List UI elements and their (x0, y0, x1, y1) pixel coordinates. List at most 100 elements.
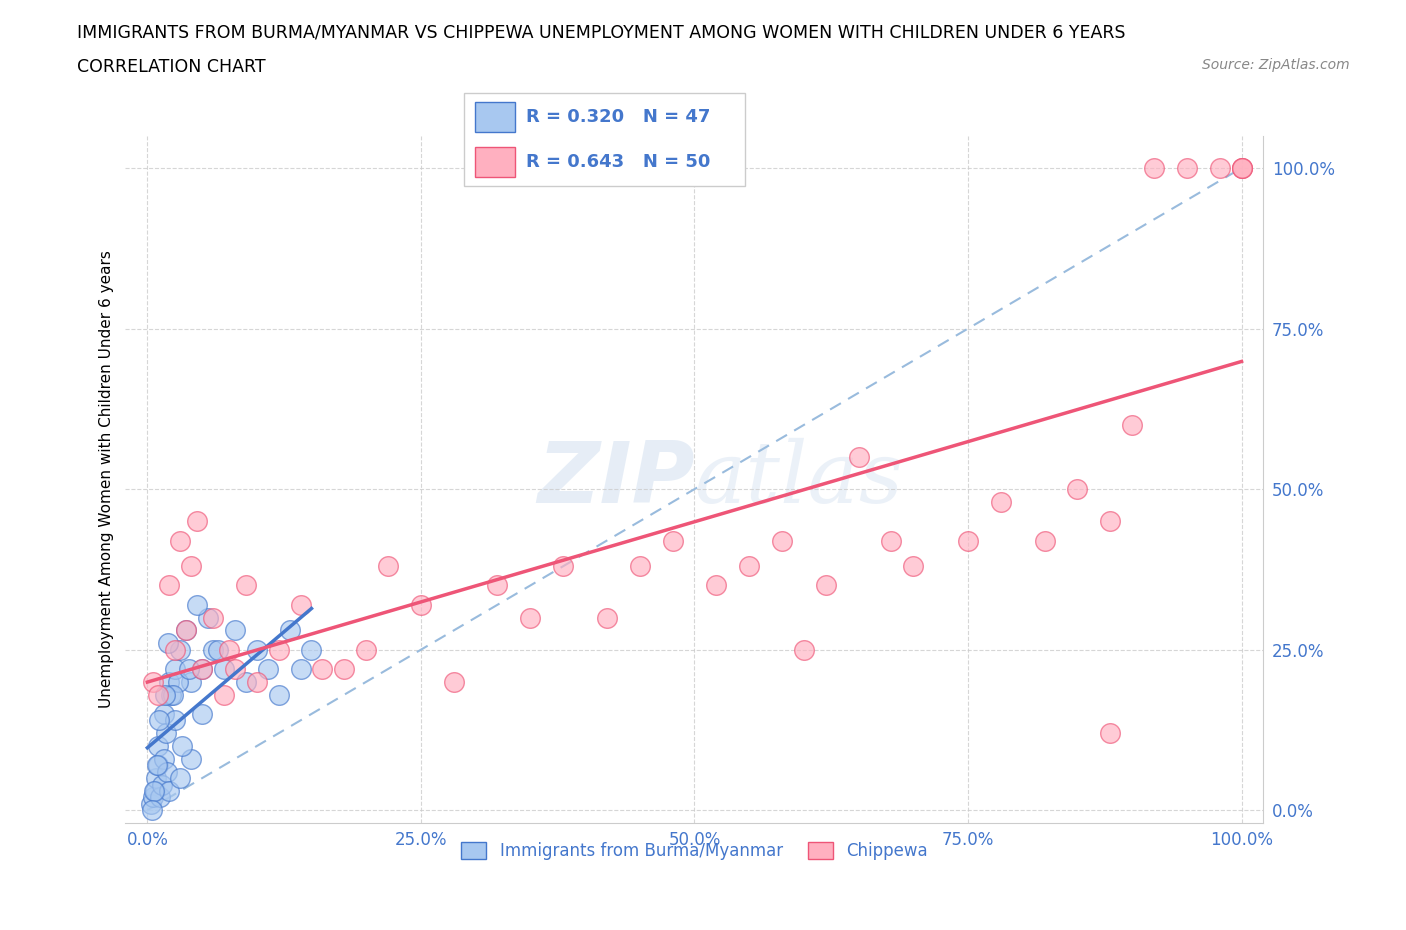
Point (1208, 161, 1230, 176)
Point (163, 643, 186, 658)
Bar (475, 147, 515, 177)
Point (191, 661, 214, 676)
Point (157, 784, 180, 799)
Point (1143, 161, 1166, 176)
Point (149, 790, 172, 804)
Point (148, 738, 170, 753)
Point (169, 643, 191, 658)
Point (956, 533, 979, 548)
Text: IMMIGRANTS FROM BURMA/MYANMAR VS CHIPPEWA UNEMPLOYMENT AMONG WOMEN WITH CHILDREN: IMMIGRANTS FROM BURMA/MYANMAR VS CHIPPEW… (77, 23, 1126, 41)
Point (212, 661, 235, 676)
Point (848, 449, 870, 464)
Point (167, 674, 190, 689)
Point (156, 764, 179, 779)
Point (180, 674, 202, 689)
Point (738, 559, 761, 574)
Point (1066, 482, 1088, 497)
Point (152, 707, 174, 722)
Point (793, 643, 815, 658)
Point (354, 643, 377, 658)
Point (486, 578, 509, 593)
Point (143, 784, 166, 799)
Point (1121, 418, 1143, 432)
Point (267, 687, 290, 702)
Point (157, 636, 180, 651)
Text: Source: ZipAtlas.com: Source: ZipAtlas.com (1202, 58, 1350, 72)
Point (235, 578, 257, 593)
Point (409, 597, 432, 612)
Point (148, 758, 170, 773)
Point (186, 513, 208, 528)
Point (160, 687, 183, 702)
Text: R = 0.643   N = 50: R = 0.643 N = 50 (526, 153, 710, 171)
Point (311, 661, 333, 676)
Point (290, 597, 312, 612)
Point (201, 610, 224, 625)
Point (197, 610, 219, 625)
Point (180, 559, 202, 574)
Point (153, 687, 176, 702)
Point (814, 578, 837, 593)
Point (142, 784, 165, 799)
Point (704, 578, 727, 593)
Point (519, 610, 541, 625)
Point (174, 623, 197, 638)
Point (172, 738, 194, 753)
Point (174, 623, 197, 638)
Point (1033, 533, 1056, 548)
Point (152, 751, 174, 766)
Point (880, 533, 903, 548)
Text: CORRELATION CHART: CORRELATION CHART (77, 58, 266, 75)
Point (1230, 161, 1253, 176)
Point (267, 643, 290, 658)
Y-axis label: Unemployment Among Women with Children Under 6 years: Unemployment Among Women with Children U… (100, 250, 114, 709)
Text: atlas: atlas (695, 438, 904, 521)
Point (246, 643, 269, 658)
Point (1230, 161, 1253, 176)
Point (990, 495, 1012, 510)
Point (191, 707, 214, 722)
Point (141, 803, 163, 817)
Point (301, 643, 323, 658)
Point (150, 777, 173, 792)
Text: R = 0.320   N = 47: R = 0.320 N = 47 (526, 108, 710, 126)
Point (157, 578, 180, 593)
Point (443, 674, 465, 689)
Point (163, 713, 186, 728)
Point (1175, 161, 1198, 176)
Point (207, 643, 229, 658)
Text: ZIP: ZIP (537, 438, 695, 521)
Point (142, 790, 165, 804)
Point (155, 725, 177, 740)
Point (770, 533, 793, 548)
Point (201, 643, 224, 658)
Point (169, 771, 191, 786)
Point (212, 687, 235, 702)
Point (903, 559, 925, 574)
Point (142, 674, 165, 689)
Point (224, 661, 246, 676)
Point (186, 597, 208, 612)
Legend: Immigrants from Burma/Myanmar, Chippewa: Immigrants from Burma/Myanmar, Chippewa (454, 835, 935, 867)
Bar (475, 102, 515, 132)
Point (1230, 161, 1253, 176)
Point (145, 771, 167, 786)
Point (290, 661, 312, 676)
Point (218, 643, 240, 658)
Point (377, 559, 399, 574)
Point (177, 661, 200, 676)
Point (146, 758, 169, 773)
Point (157, 674, 180, 689)
Point (553, 559, 575, 574)
Point (148, 713, 170, 728)
Point (191, 661, 214, 676)
Point (278, 623, 301, 638)
Point (139, 796, 162, 811)
Point (661, 533, 683, 548)
Point (596, 610, 619, 625)
Point (169, 533, 191, 548)
Point (148, 687, 170, 702)
Point (1099, 725, 1122, 740)
Point (628, 559, 651, 574)
Point (333, 661, 356, 676)
